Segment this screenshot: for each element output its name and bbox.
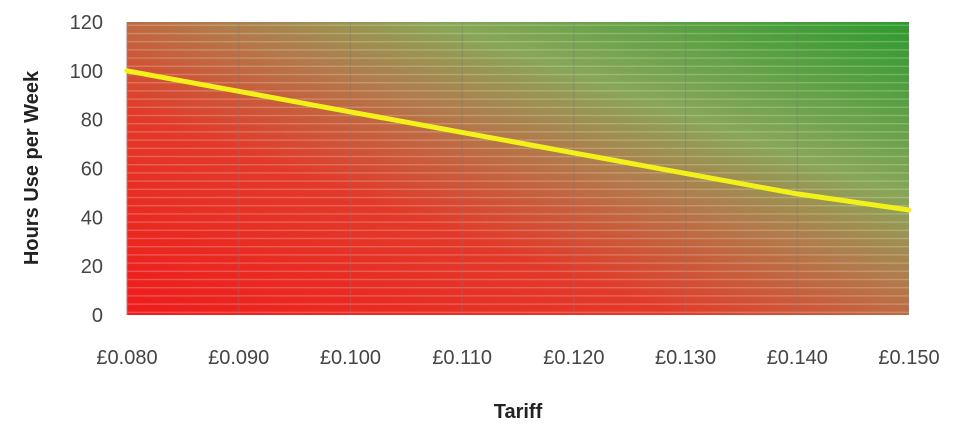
x-tick-label: £0.080	[96, 347, 157, 369]
plot-stripes	[127, 22, 909, 315]
y-tick-label: 120	[70, 12, 103, 34]
y-tick-label: 100	[70, 61, 103, 83]
y-tick-label: 20	[81, 256, 103, 278]
series-line	[124, 68, 912, 213]
x-tick-label: £0.100	[320, 347, 381, 369]
x-tick-label: £0.110	[432, 347, 492, 369]
x-tick-label: £0.130	[655, 347, 716, 369]
y-tick-label: 40	[81, 207, 103, 229]
y-axis-title: Hours Use per Week	[21, 70, 43, 265]
x-tick-label: £0.120	[543, 347, 604, 369]
x-tick-label: £0.140	[767, 347, 828, 369]
y-tick-label: 80	[81, 110, 103, 132]
x-axis-title: Tariff	[494, 401, 543, 423]
x-tick-labels: £0.080 £0.090 £0.100 £0.110 £0.120 £0.130 £0.1…	[96, 347, 939, 369]
x-tick-label: £0.150	[878, 347, 939, 369]
y-tick-label: 60	[81, 159, 103, 181]
gridlines	[126, 22, 798, 315]
y-tick-labels: 0 20 40 60 80 100 120	[70, 12, 103, 327]
y-tick-label: 0	[92, 305, 103, 327]
series-layer	[124, 68, 912, 213]
x-tick-label: £0.090	[208, 347, 269, 369]
